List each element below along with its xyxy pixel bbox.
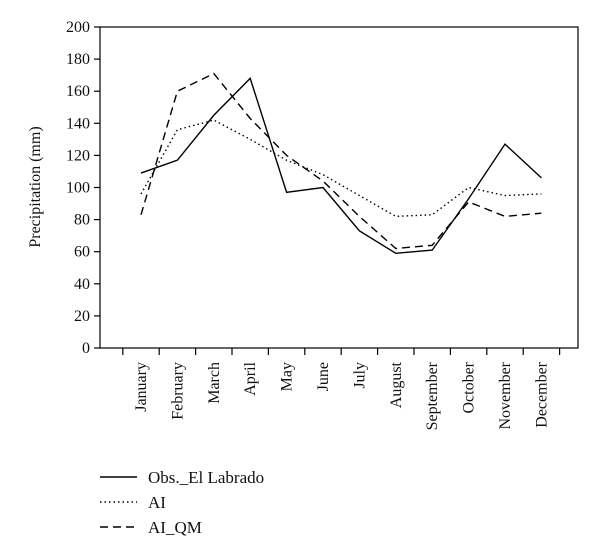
y-tick-label: 140 <box>66 115 90 132</box>
series-line-1 <box>140 119 542 218</box>
series-line-0 <box>140 77 542 255</box>
series-line-2 <box>140 72 542 250</box>
y-tick-label: 0 <box>82 340 90 357</box>
y-tick-label: 20 <box>74 308 90 325</box>
x-tick-label: March <box>206 362 223 404</box>
x-tick-label: April <box>242 361 259 395</box>
x-tick-label: September <box>424 361 441 430</box>
legend-label: AI_QM <box>148 518 202 537</box>
y-tick-label: 60 <box>74 244 90 261</box>
legend-label: AI <box>148 493 166 512</box>
y-axis-label: Precipitation (mm) <box>27 126 44 247</box>
x-tick-label: February <box>169 362 186 420</box>
y-tick-label: 200 <box>66 19 90 36</box>
legend-label: Obs._El Labrado <box>148 468 264 487</box>
x-tick-label: June <box>315 362 332 391</box>
x-tick-label: July <box>351 362 368 389</box>
x-tick-label: May <box>279 362 296 391</box>
series-lines <box>140 72 542 255</box>
y-tick-label: 120 <box>66 147 90 164</box>
y-tick-label: 80 <box>74 212 90 229</box>
y-tick-label: 160 <box>66 83 90 100</box>
legend: Obs._El Labrado AI AI_QM <box>100 468 264 537</box>
x-tick-label: January <box>133 362 150 412</box>
y-tick-label: 180 <box>66 51 90 68</box>
x-tick-label: August <box>388 361 405 408</box>
x-axis-ticks: January February March April May June July Augu… <box>122 348 561 430</box>
y-tick-label: 100 <box>66 180 90 197</box>
y-tick-label: 40 <box>74 276 90 293</box>
y-axis-ticks: 0 20 40 60 80 100 120 140 160 180 200 <box>66 19 100 357</box>
x-tick-label: November <box>497 361 514 429</box>
x-tick-label: October <box>461 361 478 413</box>
plot-frame <box>99 26 579 349</box>
x-tick-label: December <box>533 361 550 427</box>
